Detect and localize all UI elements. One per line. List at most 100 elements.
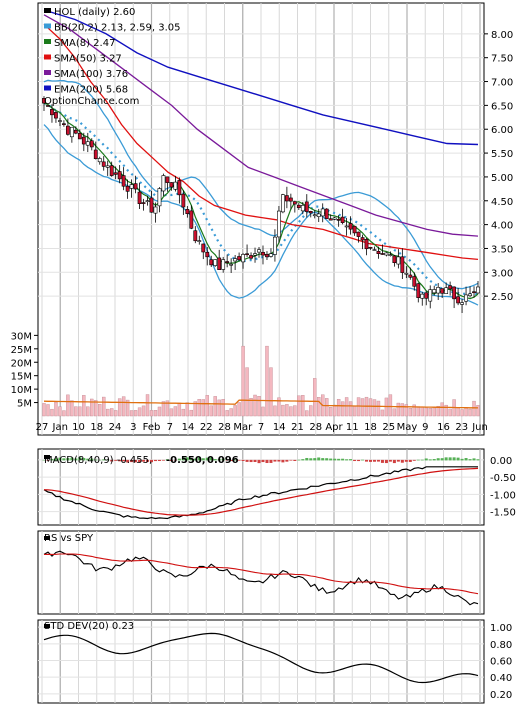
macd-histogram-bar xyxy=(74,458,78,461)
candle-down xyxy=(54,112,58,119)
volume-bar xyxy=(432,407,436,417)
candle-down xyxy=(416,283,421,298)
macd-histogram-bar xyxy=(165,459,169,461)
macd-histogram-bar xyxy=(400,459,404,463)
volume-bar xyxy=(340,401,345,417)
std-tick-label: 0.80 xyxy=(490,640,512,651)
volume-bar xyxy=(193,401,198,417)
macd-histogram-bar xyxy=(329,458,333,461)
volume-bar xyxy=(86,406,90,417)
macd-histogram-bar xyxy=(317,457,321,461)
volume-bar xyxy=(293,405,297,417)
volume-bar xyxy=(392,408,397,417)
volume-bar xyxy=(472,400,476,417)
macd-histogram-bar xyxy=(285,459,289,462)
candle-down xyxy=(77,133,82,140)
volume-bar xyxy=(125,399,130,417)
x-tick-label: 22 xyxy=(200,422,213,433)
macd-histogram-bar xyxy=(102,459,106,461)
candle-down xyxy=(89,140,94,148)
candle-down xyxy=(424,292,429,299)
candle-down xyxy=(356,231,361,237)
volume-bar xyxy=(149,410,154,417)
candle-down xyxy=(137,191,142,204)
volume-bar xyxy=(420,406,424,417)
macd-histogram-bar xyxy=(277,459,281,462)
macd-histogram-bar xyxy=(297,459,301,461)
candle-up xyxy=(476,286,480,294)
y-tick-label: 4.00 xyxy=(491,221,513,232)
candle-down xyxy=(304,201,309,212)
candle-down xyxy=(412,276,417,287)
volume-bar xyxy=(161,401,166,417)
volume-bar xyxy=(344,397,349,417)
x-tick-label: 16 xyxy=(437,422,450,433)
candle-down xyxy=(81,136,86,145)
rs-smoothed-line xyxy=(43,553,479,595)
candle-down xyxy=(340,216,345,223)
volume-bar xyxy=(102,396,106,417)
x-tick-label: 7 xyxy=(258,422,264,433)
candle-down xyxy=(245,253,249,256)
volume-average-line xyxy=(43,399,479,409)
x-tick-label: 21 xyxy=(291,422,304,433)
volume-bar xyxy=(360,398,365,417)
macd-histogram-bar xyxy=(229,459,233,462)
candle-down xyxy=(348,223,353,230)
macd-histogram-bar xyxy=(257,459,261,464)
x-tick-label: 11 xyxy=(346,422,359,433)
candle-down xyxy=(261,251,265,256)
macd-histogram-bar xyxy=(305,457,309,461)
candle-down xyxy=(165,176,170,183)
macd-histogram-bar xyxy=(58,457,62,461)
macd-histogram-bar xyxy=(341,458,345,461)
candle-down xyxy=(149,197,154,213)
volume-bar xyxy=(165,400,170,417)
macd-histogram-value: 0.096 xyxy=(207,455,239,466)
volume-bar xyxy=(54,402,58,417)
candle-down xyxy=(352,225,357,234)
y-tick-label: 7.00 xyxy=(491,78,513,89)
macd-line xyxy=(43,466,478,520)
macd-histogram-bar xyxy=(177,458,181,461)
volume-bar xyxy=(313,378,317,417)
macd-histogram-bar xyxy=(468,459,472,461)
macd-histogram-bar xyxy=(142,459,146,462)
macd-histogram-bar xyxy=(62,458,66,461)
volume-bar xyxy=(145,394,150,417)
volume-bar xyxy=(225,410,229,417)
macd-histogram-bar xyxy=(309,458,313,461)
volume-bar xyxy=(66,394,70,417)
x-tick-label: 14 xyxy=(182,422,195,433)
volume-bar xyxy=(328,407,333,417)
candle-up xyxy=(428,289,433,302)
candle-up xyxy=(316,213,321,217)
volume-bar xyxy=(42,403,46,417)
macd-histogram-bar xyxy=(82,457,86,461)
candle-down xyxy=(50,109,54,116)
candle-up xyxy=(257,249,261,253)
macd-histogram-bar xyxy=(169,459,173,462)
legend-swatch xyxy=(44,54,51,60)
macd-histogram-bar xyxy=(420,459,424,461)
macd-histogram-bar xyxy=(94,459,98,461)
macd-histogram-bar xyxy=(153,459,157,462)
volume-bar xyxy=(372,399,377,417)
x-tick-label: Apr xyxy=(325,422,343,433)
volume-bar xyxy=(424,407,428,417)
volume-bar xyxy=(436,405,440,417)
volume-bar xyxy=(249,397,253,417)
macd-histogram-bar xyxy=(118,459,122,462)
x-tick-label: 28 xyxy=(218,422,231,433)
candle-down xyxy=(288,197,293,202)
macd-histogram-bar xyxy=(245,459,249,462)
candle-up xyxy=(420,293,425,299)
volume-bar xyxy=(173,406,178,417)
volume-bar xyxy=(468,408,472,417)
volume-bar xyxy=(141,405,146,417)
macd-histogram-bar xyxy=(365,459,369,462)
std-label: STD DEV(20) 0.23 xyxy=(44,621,134,632)
macd-histogram-bar xyxy=(241,459,245,462)
legend-entry: SMA(50) 3.27 xyxy=(54,54,122,65)
macd-histogram-bar xyxy=(281,459,285,463)
